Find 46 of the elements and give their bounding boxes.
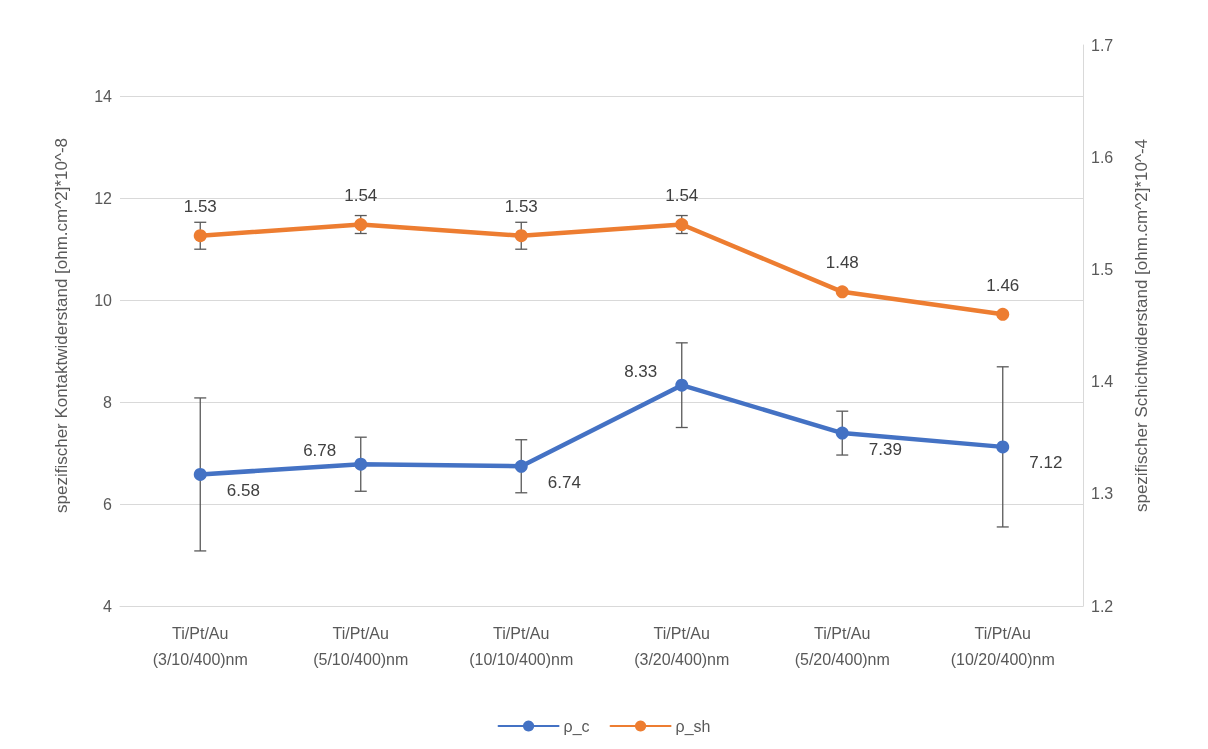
y2-axis-title: spezifischer Schichtwiderstand [ohm.cm^2]*10^-4 bbox=[1132, 138, 1151, 513]
legend-label: ρ_sh bbox=[675, 717, 711, 736]
data-label: 1.54 bbox=[344, 186, 378, 206]
y2-tick-label: 1.2 bbox=[1091, 597, 1114, 615]
y-tick-label: 14 bbox=[94, 87, 113, 105]
x-tick-label: Ti/Pt/Au (3/10/400)nm bbox=[152, 624, 248, 668]
y-tick-label: 10 bbox=[94, 291, 113, 309]
y-axis-title: spezifischer Kontaktwiderstand [ohm.cm^2]*10^-8 bbox=[52, 137, 71, 514]
point bbox=[675, 218, 689, 232]
y2-tick-label: 1.5 bbox=[1091, 260, 1114, 278]
y2-tick-label: 1.3 bbox=[1091, 485, 1114, 503]
point bbox=[514, 229, 528, 243]
point bbox=[835, 426, 849, 440]
data-label: 6.74 bbox=[547, 472, 581, 492]
y2-tick-label: 1.7 bbox=[1091, 36, 1114, 54]
x-tick-label: Ti/Pt/Au (5/10/400)nm bbox=[313, 624, 409, 668]
point bbox=[835, 285, 849, 299]
point bbox=[996, 440, 1010, 454]
y2-tick-label: 1.4 bbox=[1091, 373, 1114, 391]
data-label: 1.54 bbox=[665, 186, 699, 206]
point bbox=[996, 307, 1010, 321]
point bbox=[354, 457, 368, 471]
data-label: 6.78 bbox=[303, 440, 337, 460]
y-tick-label: 12 bbox=[94, 189, 113, 207]
data-label: 7.12 bbox=[1029, 453, 1063, 473]
y-tick-label: 8 bbox=[103, 393, 113, 411]
legend-label: ρ_c bbox=[563, 717, 590, 736]
data-label: 7.39 bbox=[868, 439, 902, 459]
point bbox=[354, 218, 368, 232]
x-tick-label: Ti/Pt/Au (3/20/400)nm bbox=[634, 624, 730, 668]
data-label: 1.53 bbox=[504, 197, 538, 217]
data-label: 6.58 bbox=[226, 480, 260, 500]
y2-tick-label: 1.6 bbox=[1091, 148, 1114, 166]
x-tick-label: Ti/Pt/Au (10/10/400)nm bbox=[469, 624, 574, 668]
x-tick-label: Ti/Pt/Au (10/20/400)nm bbox=[950, 624, 1055, 668]
point bbox=[193, 229, 207, 243]
y-tick-label: 6 bbox=[103, 495, 113, 513]
data-label: 1.53 bbox=[183, 197, 217, 217]
x-tick-label: Ti/Pt/Au (5/20/400)nm bbox=[794, 624, 890, 668]
data-label: 8.33 bbox=[624, 361, 658, 381]
point bbox=[514, 459, 528, 473]
data-label: 1.46 bbox=[986, 275, 1020, 295]
point bbox=[675, 378, 689, 392]
data-label: 1.48 bbox=[825, 253, 859, 273]
y-tick-label: 4 bbox=[103, 597, 113, 615]
point bbox=[193, 467, 207, 481]
